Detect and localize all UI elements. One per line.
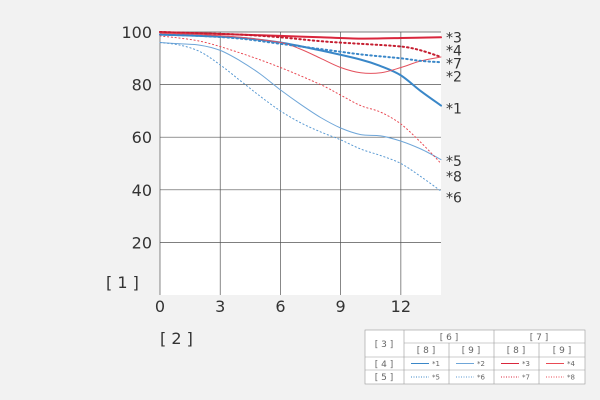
y-tick-label: 40	[132, 181, 152, 200]
legend-sub-header: [ 8 ]	[507, 346, 525, 356]
legend-entry-label: *2	[477, 360, 485, 368]
curve-label: *1	[446, 101, 462, 117]
legend-sub-header: [ 9 ]	[553, 346, 571, 356]
series-line-star-3	[159, 31, 442, 40]
series-line-star-8	[159, 33, 442, 64]
series-line-star-5	[159, 35, 442, 164]
legend-entry-label: *8	[567, 374, 575, 382]
legend-entry-label: *4	[567, 360, 576, 368]
x-tick-label: 9	[336, 297, 346, 316]
x-axis-ticks: 0 3 6 9 12	[155, 297, 411, 316]
x-tick-label: 12	[391, 297, 411, 316]
curve-label: *7	[446, 57, 462, 73]
legend-corner-header: [ 3 ]	[375, 340, 393, 350]
series-line-star-7	[159, 32, 442, 74]
y-tick-label: 100	[121, 23, 152, 42]
curve-labels: *3*4*7*2 *1 *5*8 *6	[446, 30, 462, 206]
y-tick-label: 80	[132, 76, 152, 95]
x-tick-label: 0	[155, 297, 165, 316]
legend-col-group-1: [ 6 ]	[440, 333, 458, 343]
legend-entry-label: *1	[432, 360, 440, 368]
curve-label: *3	[446, 30, 462, 46]
legend-entry-label: *3	[522, 360, 530, 368]
y-axis-label: [ 1 ]	[106, 273, 139, 292]
series-line-star-4	[159, 31, 442, 58]
legend-entry-label: *6	[477, 374, 486, 382]
plot-area	[160, 32, 441, 295]
legend-sub-header: [ 8 ]	[417, 346, 435, 356]
curve-label: *2	[446, 70, 462, 86]
series-line-star-2	[159, 42, 442, 161]
legend-col-group-2: [ 7 ]	[530, 333, 548, 343]
legend-entry-label: *7	[522, 374, 530, 382]
curve-label: *5	[446, 154, 462, 170]
y-tick-label: 20	[132, 233, 152, 252]
curves	[159, 31, 442, 192]
legend-entry-label: *5	[432, 374, 440, 382]
x-tick-label: 3	[215, 297, 225, 316]
y-tick-label: 60	[132, 128, 152, 147]
curve-label: *6	[446, 191, 462, 207]
y-axis-ticks: 20 40 60 80 100	[121, 23, 152, 252]
x-axis-label: [ 2 ]	[160, 329, 193, 348]
legend-sub-header: [ 9 ]	[462, 346, 480, 356]
series-line-star-6	[159, 42, 442, 192]
x-tick-label: 6	[275, 297, 285, 316]
legend-row-header: [ 4 ]	[375, 360, 393, 370]
legend-table: [ 3 ] [ 6 ] [ 7 ] [ 8 ] [ 9 ] [ 8 ] [ 9 …	[364, 329, 586, 385]
legend-cells: *1 *2 *3 *4 *5 *6 *7 *8	[411, 360, 576, 382]
curve-label: *4	[446, 43, 462, 59]
curve-label: *8	[446, 170, 462, 186]
legend-row-header: [ 5 ]	[375, 373, 393, 383]
